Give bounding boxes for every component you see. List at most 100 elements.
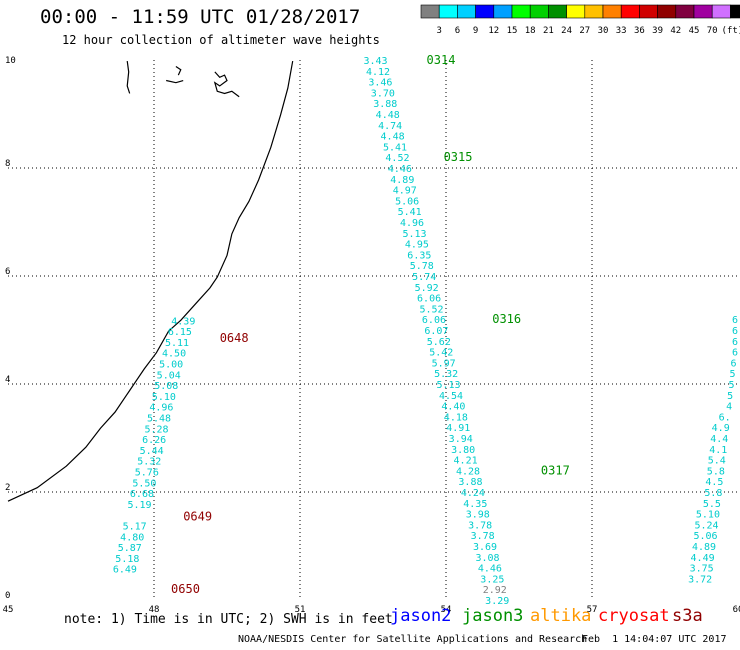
y-tick-label: 4 [5,375,10,385]
wave-height-label: 4.4 [710,434,728,445]
page-subtitle: 12 hour collection of altimeter wave hei… [62,33,380,47]
time-label: 0314 [427,53,456,67]
legend-cryosat: cryosat [598,606,670,626]
time-label: 0316 [492,312,521,326]
page-title: 00:00 - 11:59 UTC 01/28/2017 [40,6,361,28]
wave-height-label: 4.48 [376,110,400,121]
x-tick-label: 51 [295,605,306,615]
wave-height-label: 5.78 [410,261,434,272]
wave-height-label: 3.94 [449,434,473,445]
wave-height-label: 4.12 [366,67,390,78]
colorbar-label: 6 [455,26,460,36]
wave-height-label: 6 [732,326,738,337]
wave-height-label: 5.8 [707,466,725,477]
colorbar-label: 18 [525,26,536,36]
wave-height-label: 5.32 [137,457,161,468]
wave-height-label: 3.75 [690,564,714,575]
colorbar-label: 21 [543,26,554,36]
wave-height-label: 6.49 [113,565,137,576]
x-tick-label: 48 [149,605,160,615]
island-outline [175,65,182,76]
wave-height-label: 5.62 [427,337,451,348]
y-tick-label: 10 [5,56,16,66]
wave-height-label: 3.98 [466,510,490,521]
wave-height-label: 5.10 [152,392,176,403]
wave-height-label: 5.4 [708,456,726,467]
wave-height-label: 4.46 [388,164,412,175]
wave-height-label: 4.89 [390,175,414,186]
wave-height-label: 6.07 [424,326,448,337]
y-tick-label: 0 [5,591,10,601]
x-tick-label: 45 [3,605,14,615]
wave-height-label: 4.89 [692,542,716,553]
x-tick-label: 60 [733,605,740,615]
wave-height-label: 6.68 [130,489,154,500]
wave-height-label: 5.17 [123,521,147,532]
wave-height-label: 4.24 [461,488,485,499]
time-label: 0317 [541,463,570,477]
wave-height-label: 5.87 [118,543,142,554]
wave-height-label: 3.88 [373,99,397,110]
legend-s3a: s3a [672,606,703,626]
wave-height-label: 5.00 [159,359,183,370]
wave-height-label: 5.08 [154,381,178,392]
wave-height-label: 5 [727,391,733,402]
time-label: 0315 [444,150,473,164]
wave-height-label: 3.69 [473,542,497,553]
wave-height-label: 5.19 [127,500,151,511]
wave-height-label: 5.48 [147,413,171,424]
wave-height-label: 4.28 [456,466,480,477]
wave-height-label: 5.52 [419,304,443,315]
wave-height-label: 5.18 [115,554,139,565]
credit-line: NOAA/NESDIS Center for Satellite Applica… [238,634,588,645]
wave-height-label: 4 [726,402,732,413]
colorbar-label: 33 [616,26,627,36]
wave-height-label: 5.28 [145,424,169,435]
wave-height-label: 5.04 [157,370,181,381]
wave-height-label: 3.78 [471,531,495,542]
wave-height-label: 6.26 [142,435,166,446]
wave-height-label: 6. [719,412,731,423]
wave-height-label: 4.52 [385,153,409,164]
colorbar-label: 30 [598,26,609,36]
legend-jason3: jason3 [462,606,524,626]
x-tick-label: 54 [441,605,452,615]
wave-height-label: 4.21 [454,456,478,467]
wave-height-label: 5.13 [437,380,461,391]
wave-height-label: 3.70 [371,88,395,99]
wave-height-label: 4.39 [171,316,195,327]
generated-timestamp: Feb 1 14:04:07 UTC 2017 [582,634,727,645]
wave-height-label: 4.35 [463,499,487,510]
wave-height-label: 5.06 [693,531,717,542]
wave-height-label: 5.41 [398,207,422,218]
wave-height-label: 4.48 [381,132,405,143]
wave-height-label: 2.92 [483,585,507,596]
wave-height-label: 4.50 [162,349,186,360]
island-outline [126,60,131,94]
wave-height-label: 3.78 [468,520,492,531]
wave-height-label: 6.35 [407,250,431,261]
island-outline [213,71,240,98]
wave-height-label: 4.18 [444,412,468,423]
wave-height-label: 3.08 [475,553,499,564]
wave-height-label: 4.54 [439,391,463,402]
wave-height-label: 5.13 [402,229,426,240]
colorbar-label: 9 [473,26,478,36]
wave-height-label: 5.92 [415,283,439,294]
wave-height-label: 6.06 [422,315,446,326]
wave-height-label: 4.91 [446,423,470,434]
wave-height-label: 4.95 [405,240,429,251]
wave-height-label: 5.74 [412,272,436,283]
wave-height-label: 5.76 [135,467,159,478]
wave-height-label: 6.06 [417,294,441,305]
legend-jason2: jason2 [390,606,452,626]
wave-height-label: 4.5 [705,477,723,488]
time-label: 0648 [220,331,249,345]
footer-note: note: 1) Time is in UTC; 2) SWH is in fe… [64,612,393,627]
colorbar-label: 36 [634,26,645,36]
wave-height-label: 5 [729,380,735,391]
colorbar-label: 39 [652,26,663,36]
time-label: 0649 [183,509,212,523]
